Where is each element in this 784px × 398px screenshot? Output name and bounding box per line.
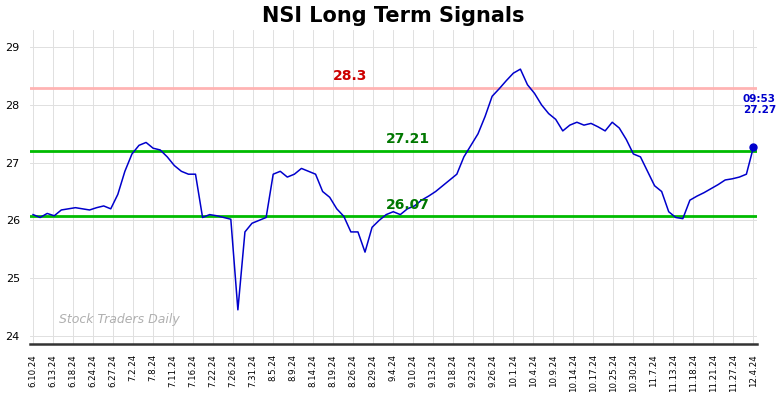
Text: 27.21: 27.21 [386, 132, 430, 146]
Text: 09:53
27.27: 09:53 27.27 [743, 94, 776, 115]
Text: 28.3: 28.3 [333, 69, 367, 83]
Title: NSI Long Term Signals: NSI Long Term Signals [262, 6, 524, 25]
Text: Stock Traders Daily: Stock Traders Daily [59, 312, 180, 326]
Text: 26.07: 26.07 [386, 198, 430, 212]
